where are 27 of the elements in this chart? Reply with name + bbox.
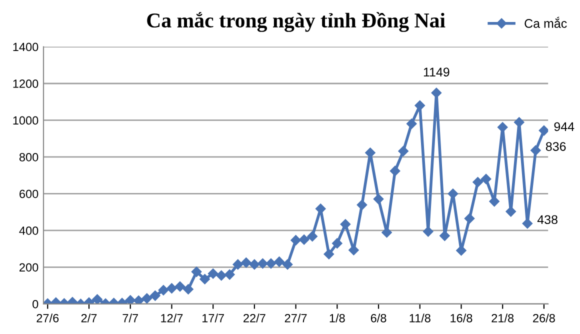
y-tick-label: 200	[20, 263, 38, 272]
legend-label: Ca mắc	[524, 16, 567, 28]
data-label: 438	[537, 215, 558, 224]
y-tick-label: 1200	[13, 80, 38, 88]
x-tick-label: 27/6	[36, 314, 59, 322]
y-tick-label: 1000	[13, 116, 38, 125]
chart-title: Ca mắc trong ngày tỉnh Đồng Nai	[147, 12, 446, 32]
y-tick-label: 0	[32, 300, 38, 308]
y-tick-label: 1400	[13, 42, 38, 52]
y-tick-label: 600	[20, 190, 38, 198]
x-tick-label: 17/7	[202, 314, 224, 322]
x-tick-label: 27/7	[284, 314, 307, 322]
x-tick-label: 16/8	[450, 314, 472, 322]
data-label: 1149	[424, 68, 450, 77]
x-tick-label: 21/8	[492, 314, 514, 322]
data-label: 944	[554, 122, 574, 132]
y-tick-label: 800	[19, 153, 38, 162]
data-label: 836	[546, 142, 566, 151]
x-tick-label: 22/7	[244, 314, 266, 322]
x-tick-label: 26/8	[533, 314, 555, 322]
x-tick-label: 11/8	[410, 314, 430, 322]
x-tick-label: 12/7	[161, 314, 183, 322]
x-tick-label: 6/8	[370, 314, 386, 322]
y-tick-label: 400	[19, 226, 38, 235]
x-tick-label: 2/7	[81, 314, 97, 322]
x-tick-label: 7/7	[122, 314, 138, 322]
x-tick-label: 1/8	[330, 314, 345, 322]
